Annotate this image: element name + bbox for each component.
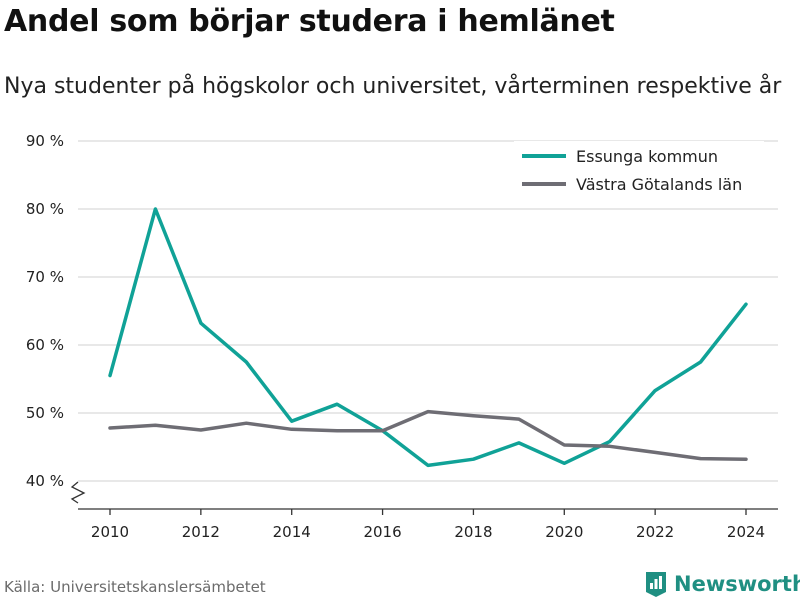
x-tick-label: 2014 [273,523,311,541]
legend-label: Västra Götalands län [576,175,742,194]
legend: Essunga kommun Västra Götalands län [514,141,764,203]
x-tick-label: 2012 [182,523,220,541]
brand-logo: Newsworthy [644,570,800,598]
y-axis-break-icon [70,481,86,504]
legend-label: Essunga kommun [576,147,718,166]
series-layer [108,207,748,468]
brand-name: Newsworthy [674,572,800,596]
x-tick-label: 2024 [727,523,765,541]
series-line-0 [108,207,748,468]
series-line-1 [108,409,748,461]
source-note: Källa: Universitetskanslersämbetet [4,578,266,596]
x-tick-label: 2022 [636,523,674,541]
y-tick-label: 90 % [26,132,64,150]
bar-chart-logo-icon [646,572,666,597]
chart-title: Andel som börjar studera i hemlänet [4,4,615,39]
y-tick-label: 50 % [26,404,64,422]
x-tick-label: 2018 [454,523,492,541]
y-tick-label: 80 % [26,200,64,218]
line-chart: 40 % 50 % 60 % 70 % 80 % 90 % 2010 2012 2014 2016… [26,132,778,541]
x-tick-label: 2016 [363,523,401,541]
y-tick-label: 60 % [26,336,64,354]
x-tick-label: 2010 [91,523,129,541]
legend-background [514,141,764,203]
x-tick-label: 2020 [545,523,583,541]
y-tick-label: 70 % [26,268,64,286]
y-tick-label: 40 % [26,472,64,490]
axis-layer: 40 % 50 % 60 % 70 % 80 % 90 % 2010 2012 2014 2016… [26,132,778,541]
chart-subtitle: Nya studenter på högskolor och universit… [4,74,782,99]
